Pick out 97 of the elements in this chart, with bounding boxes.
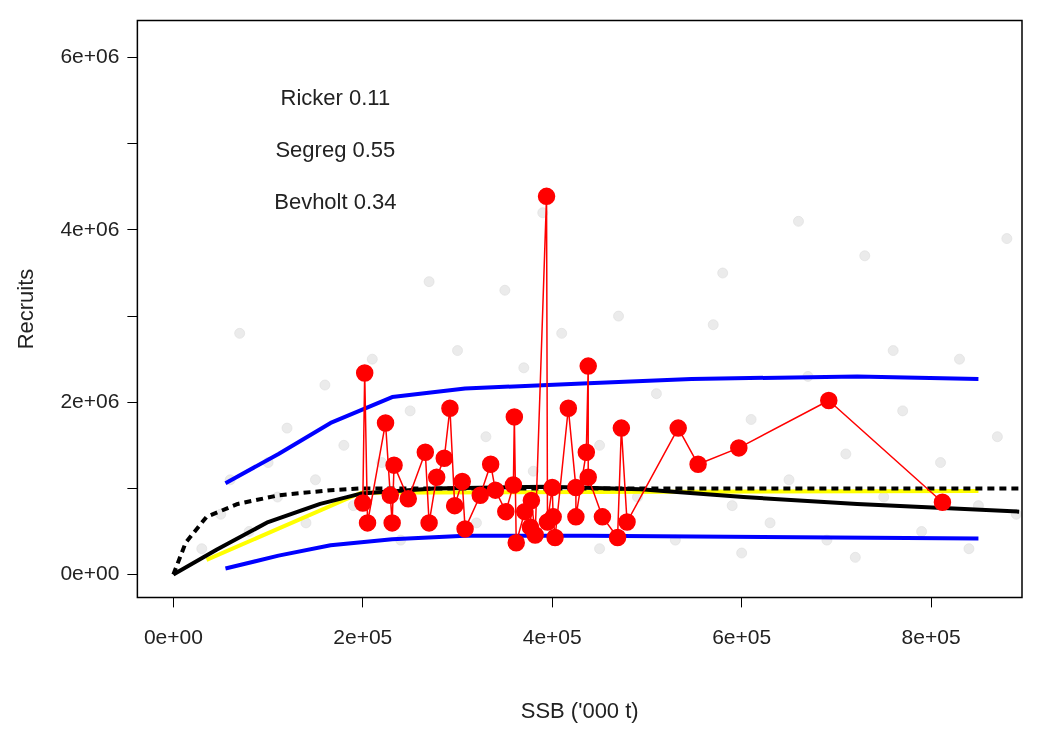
- y-axis-title: Recruits: [13, 268, 39, 350]
- point: [383, 514, 401, 532]
- point: [840, 448, 852, 460]
- point: [887, 345, 899, 357]
- point: [935, 457, 947, 469]
- point: [445, 496, 464, 515]
- annotation: Bevholt 0.34: [274, 188, 397, 214]
- point: [933, 493, 952, 511]
- point: [234, 327, 246, 339]
- annotation: Segreg 0.55: [275, 136, 396, 162]
- point: [366, 353, 378, 365]
- point: [507, 533, 525, 552]
- point: [707, 319, 719, 331]
- point: [423, 276, 435, 288]
- point: [618, 513, 636, 531]
- point: [319, 379, 331, 391]
- point: [579, 468, 597, 486]
- point: [543, 478, 561, 497]
- point: [499, 284, 511, 296]
- point: [196, 543, 208, 555]
- point: [559, 399, 578, 418]
- point: [783, 474, 795, 486]
- point: [427, 468, 446, 486]
- x-tick-label: 4e+05: [522, 624, 582, 648]
- point: [338, 439, 350, 451]
- point: [355, 364, 374, 382]
- point: [281, 422, 293, 434]
- point: [526, 526, 544, 544]
- point: [726, 500, 738, 512]
- point: [594, 439, 606, 451]
- point: [745, 413, 757, 425]
- point: [577, 443, 596, 461]
- point: [416, 443, 435, 461]
- point: [381, 486, 400, 505]
- point: [518, 362, 530, 374]
- point: [593, 508, 612, 526]
- point: [556, 327, 568, 339]
- point: [594, 543, 606, 555]
- point: [612, 419, 631, 437]
- point: [486, 481, 505, 499]
- point: [354, 494, 372, 512]
- point: [470, 517, 482, 529]
- point: [399, 490, 418, 508]
- x-tick-label: 2e+05: [333, 624, 393, 648]
- point: [991, 431, 1003, 443]
- point: [897, 405, 909, 417]
- point: [537, 187, 556, 206]
- point: [613, 310, 625, 322]
- point: [504, 476, 523, 494]
- point: [385, 456, 403, 474]
- annotation: Ricker 0.11: [280, 84, 391, 110]
- point: [764, 517, 776, 529]
- point: [579, 357, 597, 375]
- point: [527, 465, 539, 477]
- point: [546, 528, 564, 547]
- point: [453, 472, 471, 491]
- point: [730, 439, 748, 457]
- point: [849, 551, 861, 563]
- point: [1001, 233, 1013, 245]
- x-tick-label: 8e+05: [901, 624, 961, 648]
- point: [963, 543, 975, 555]
- point: [441, 399, 459, 418]
- point: [456, 520, 474, 538]
- x-tick-label: 0e+00: [143, 624, 203, 648]
- point: [376, 414, 395, 432]
- point: [404, 405, 416, 417]
- x-tick-label: 6e+05: [712, 624, 772, 648]
- point: [309, 474, 321, 486]
- point: [522, 491, 541, 510]
- point: [420, 514, 438, 532]
- y-tick-label: 4e+06: [60, 216, 120, 240]
- y-tick-label: 6e+06: [60, 44, 120, 68]
- point: [669, 419, 687, 437]
- point: [689, 455, 707, 474]
- point: [544, 508, 562, 526]
- point: [953, 353, 965, 365]
- point: [717, 267, 729, 279]
- point: [505, 408, 524, 426]
- y-tick-label: 0e+00: [60, 561, 120, 585]
- point: [820, 391, 838, 410]
- point: [567, 478, 585, 497]
- point: [792, 215, 804, 227]
- point: [736, 547, 748, 559]
- x-axis-title: SSB ('000 t): [520, 697, 639, 723]
- point: [481, 455, 500, 474]
- point: [358, 514, 377, 532]
- point: [650, 388, 662, 400]
- point: [497, 502, 515, 521]
- point: [452, 345, 464, 357]
- point: [435, 449, 453, 468]
- point: [471, 486, 489, 505]
- y-tick-label: 2e+06: [60, 389, 120, 413]
- point: [859, 250, 871, 262]
- point: [567, 508, 585, 526]
- point: [916, 525, 928, 537]
- point: [480, 431, 492, 443]
- point: [608, 528, 627, 547]
